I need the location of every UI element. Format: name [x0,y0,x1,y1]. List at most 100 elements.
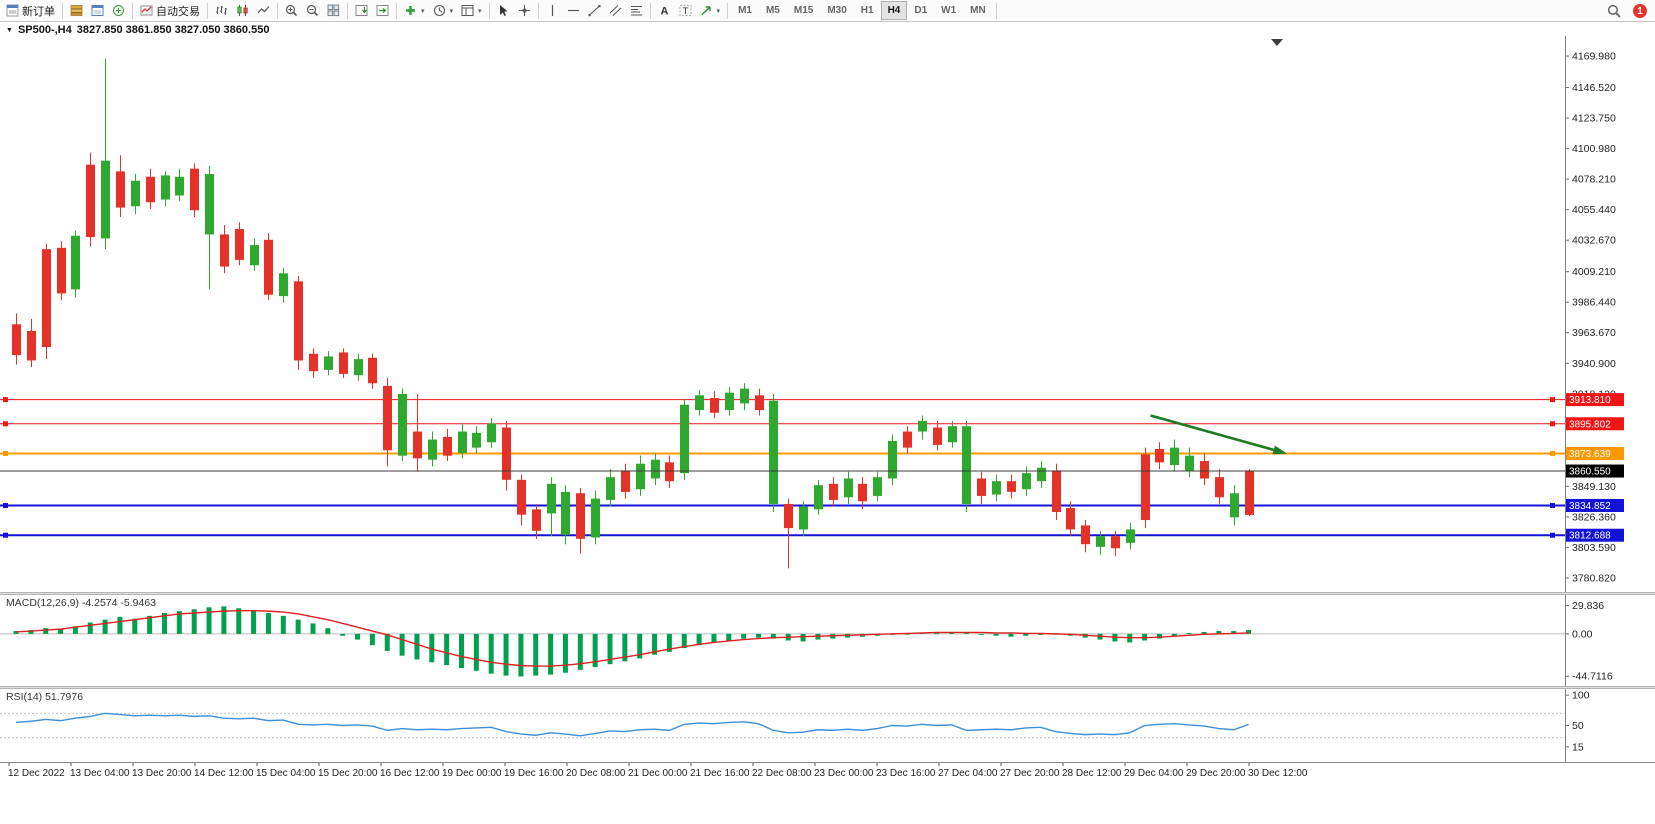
time-label: 30 Dec 12:00 [1248,768,1308,779]
collapse-triangle-icon[interactable]: ▼ [6,26,13,34]
svg-text:3860.550: 3860.550 [1569,467,1611,478]
timeframe-d1[interactable]: D1 [914,5,928,16]
toolbar-separator [649,2,651,19]
autotrading-button[interactable]: 自动交易 [136,2,204,20]
channel-icon [609,5,621,16]
svg-text:15: 15 [1572,741,1584,753]
vertical-line-button[interactable] [542,3,563,18]
tile-icon [327,4,340,17]
template-button[interactable]: ▾ [457,3,486,18]
line-icon [257,6,270,14]
time-label: 29 Dec 04:00 [1124,768,1184,779]
svg-text:3849.130: 3849.130 [1572,481,1616,493]
dropdown-caret-icon: ▾ [716,7,721,15]
hline-handle[interactable] [1550,397,1555,403]
text-icon: A [660,6,668,18]
macd-label: MACD(12,26,9) -4.2574 -5.9463 [6,597,156,609]
autotrading-icon [140,5,153,16]
chart-shift-button[interactable] [372,3,393,18]
arrow-annotation[interactable] [1150,414,1288,455]
timeframe-h1[interactable]: H1 [860,5,874,16]
panel-splitter[interactable] [0,592,1655,595]
fibonacci-button[interactable] [626,3,647,18]
time-axis[interactable]: 12 Dec 2022 13 Dec 04:00 13 Dec 20:00 14 De… [0,762,1655,782]
timeframe-mn[interactable]: MN [970,5,986,16]
price-chart-panel[interactable]: 4169.980 4146.520 4123.750 4100.980 4078.210… [0,36,1655,592]
time-label: 16 Dec 12:00 [380,768,440,779]
svg-text:4169.980: 4169.980 [1572,51,1616,63]
data-window-icon [91,5,104,16]
new-order-button[interactable]: 新订单 [2,2,59,20]
horizontal-line-button[interactable] [563,3,584,18]
price-tag [1566,393,1624,407]
timeframe-m5[interactable]: M5 [765,5,780,16]
panel-splitter[interactable] [0,686,1655,689]
hline-handle[interactable] [1550,532,1555,538]
toolbar-separator [207,2,208,19]
cursor-icon [499,5,508,16]
zoom-in-icon [285,4,298,17]
channel-button[interactable] [605,3,626,18]
svg-text:3963.670: 3963.670 [1572,327,1616,339]
toolbar-separator [347,2,348,19]
hline-handle[interactable] [1550,450,1555,456]
price-tag [1566,528,1624,542]
time-label: 21 Dec 16:00 [690,768,750,779]
trend-icon [588,5,601,17]
chart-shift-icon [376,5,389,16]
zoom-in-button[interactable] [281,3,302,18]
hline-handle[interactable] [3,502,8,508]
hline-handle[interactable] [3,421,8,427]
rsi-panel[interactable]: 100 50 15 RSI(14) 51.7976 [0,689,1655,762]
hline-handle[interactable] [1550,502,1555,508]
time-label: 27 Dec 20:00 [1000,768,1060,779]
search-icon[interactable] [1603,3,1625,19]
time-label: 23 Dec 00:00 [814,768,874,779]
svg-text:4055.440: 4055.440 [1572,204,1616,216]
tile-windows-button[interactable] [323,3,344,18]
timeframe-w1[interactable]: W1 [941,5,957,16]
timeframe-m30[interactable]: M30 [827,5,847,16]
crosshair-button[interactable] [514,3,535,18]
hline-handle[interactable] [3,450,8,456]
market-watch-icon [70,5,83,16]
zoom-out-button[interactable] [302,3,323,18]
hline-handle[interactable] [1550,421,1555,427]
period-selector-button[interactable]: ▾ [429,3,458,18]
indicator-plus-icon [406,6,415,15]
candlestick-chart-button[interactable] [232,3,253,18]
svg-text:3826.360: 3826.360 [1572,511,1616,523]
macd-panel[interactable]: 29.836 0.00 -44.7116 MACD(12,26,9) -4.2574 … [0,595,1655,686]
trendline-button[interactable] [584,3,605,18]
text-button[interactable]: A [654,3,675,18]
timeframe-m1[interactable]: M1 [738,5,752,16]
toolbar-right: 1 [1603,0,1647,22]
text-label-button[interactable]: T [675,3,696,18]
navigator-button[interactable] [108,3,129,18]
bar-chart-button[interactable] [211,3,232,18]
svg-text:3913.810: 3913.810 [1569,395,1611,406]
chart-shift-marker[interactable] [1271,39,1283,46]
horizontal-line-objects[interactable] [0,397,1565,538]
notification-badge[interactable]: 1 [1633,4,1647,18]
toolbar-separator [537,2,539,19]
candlestick-series [12,58,1254,569]
hline-handle[interactable] [3,397,8,403]
timeframe-h4[interactable]: H4 [880,1,908,20]
timeframe-m15[interactable]: M15 [793,5,814,16]
line-chart-button[interactable] [253,3,274,18]
add-indicator-button[interactable]: ▾ [400,3,429,18]
current-price-tag [1566,464,1624,478]
svg-text:3834.852: 3834.852 [1569,501,1611,512]
hline-handle[interactable] [3,532,8,538]
toolbar: 新订单 自动交易 ▾ ▾ ▾ A T ▾ M1 M5 M15 M30 H1 H4 D1 W1 MN 1 [0,0,1655,22]
dropdown-caret-icon: ▾ [421,7,425,15]
time-label: 13 Dec 04:00 [70,768,130,779]
market-watch-button[interactable] [66,3,87,18]
auto-scroll-button[interactable] [351,3,372,18]
arrows-shapes-button[interactable]: ▾ [696,3,725,18]
svg-text:-44.7116: -44.7116 [1572,671,1613,683]
data-window-button[interactable] [87,3,108,18]
clock-icon [433,4,445,17]
cursor-button[interactable] [493,3,514,18]
